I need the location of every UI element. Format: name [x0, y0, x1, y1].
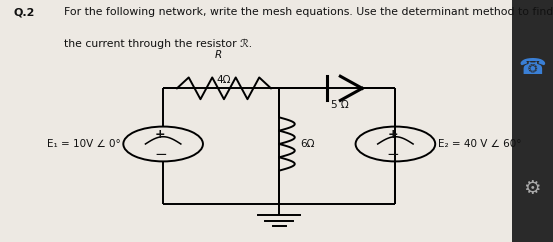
Text: the current through the resistor ℛ.: the current through the resistor ℛ.: [64, 39, 252, 49]
Text: E₂ = 40 V ∠ 60°: E₂ = 40 V ∠ 60°: [438, 139, 521, 149]
Text: 4Ω: 4Ω: [217, 75, 231, 85]
Text: 6Ω: 6Ω: [300, 139, 315, 149]
Text: 5 Ω: 5 Ω: [331, 100, 349, 110]
Text: +: +: [387, 128, 398, 141]
Text: −: −: [154, 147, 167, 162]
Text: ☎: ☎: [518, 58, 546, 78]
Text: ⚙: ⚙: [524, 179, 541, 198]
Text: R: R: [215, 51, 222, 60]
Text: −: −: [386, 147, 399, 162]
Text: Q.2: Q.2: [14, 7, 35, 17]
Text: For the following network, write the mesh equations. Use the determinant method : For the following network, write the mes…: [64, 7, 553, 17]
Bar: [512, 0, 553, 242]
Text: +: +: [155, 128, 166, 141]
Text: E₁ = 10V ∠ 0°: E₁ = 10V ∠ 0°: [47, 139, 121, 149]
